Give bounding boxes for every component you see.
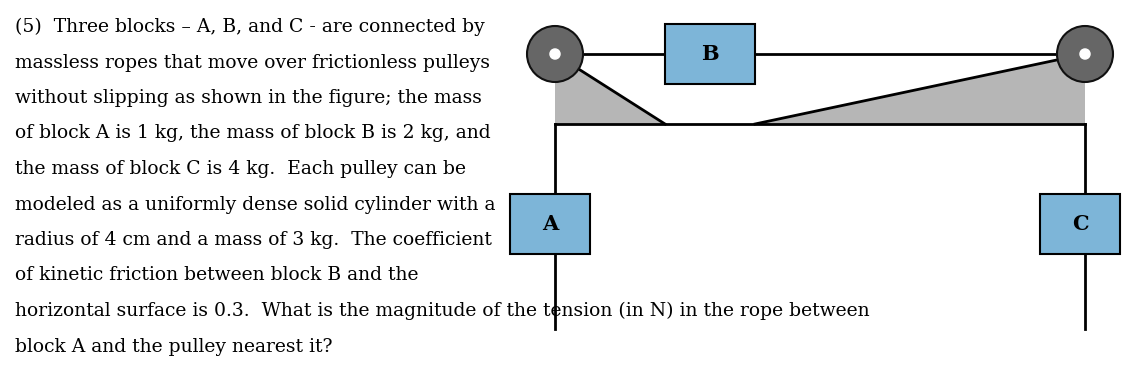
Polygon shape: [756, 54, 1085, 124]
Circle shape: [1057, 26, 1113, 82]
Text: horizontal surface is 0.3.  What is the magnitude of the tension (in N) in the r: horizontal surface is 0.3. What is the m…: [15, 302, 870, 320]
Bar: [510, 194, 590, 254]
Text: (5)  Three blocks – A, B, and C - are connected by: (5) Three blocks – A, B, and C - are con…: [15, 18, 485, 36]
Text: block A and the pulley nearest it?: block A and the pulley nearest it?: [15, 338, 333, 356]
Text: B: B: [701, 44, 719, 64]
Bar: [665, 24, 756, 84]
Bar: [1040, 194, 1120, 254]
Text: the mass of block C is 4 kg.  Each pulley can be: the mass of block C is 4 kg. Each pulley…: [15, 160, 466, 178]
Text: A: A: [542, 214, 558, 234]
Text: radius of 4 cm and a mass of 3 kg.  The coefficient: radius of 4 cm and a mass of 3 kg. The c…: [15, 231, 491, 249]
Circle shape: [1080, 49, 1090, 59]
Text: C: C: [1072, 214, 1088, 234]
Text: of block A is 1 kg, the mass of block B is 2 kg, and: of block A is 1 kg, the mass of block B …: [15, 124, 490, 142]
Text: modeled as a uniformly dense solid cylinder with a: modeled as a uniformly dense solid cylin…: [15, 196, 496, 214]
Text: of kinetic friction between block B and the: of kinetic friction between block B and …: [15, 266, 418, 284]
Circle shape: [550, 49, 560, 59]
Text: without slipping as shown in the figure; the mass: without slipping as shown in the figure;…: [15, 89, 482, 107]
Circle shape: [527, 26, 583, 82]
Text: massless ropes that move over frictionless pulleys: massless ropes that move over frictionle…: [15, 54, 490, 72]
Polygon shape: [555, 54, 665, 124]
